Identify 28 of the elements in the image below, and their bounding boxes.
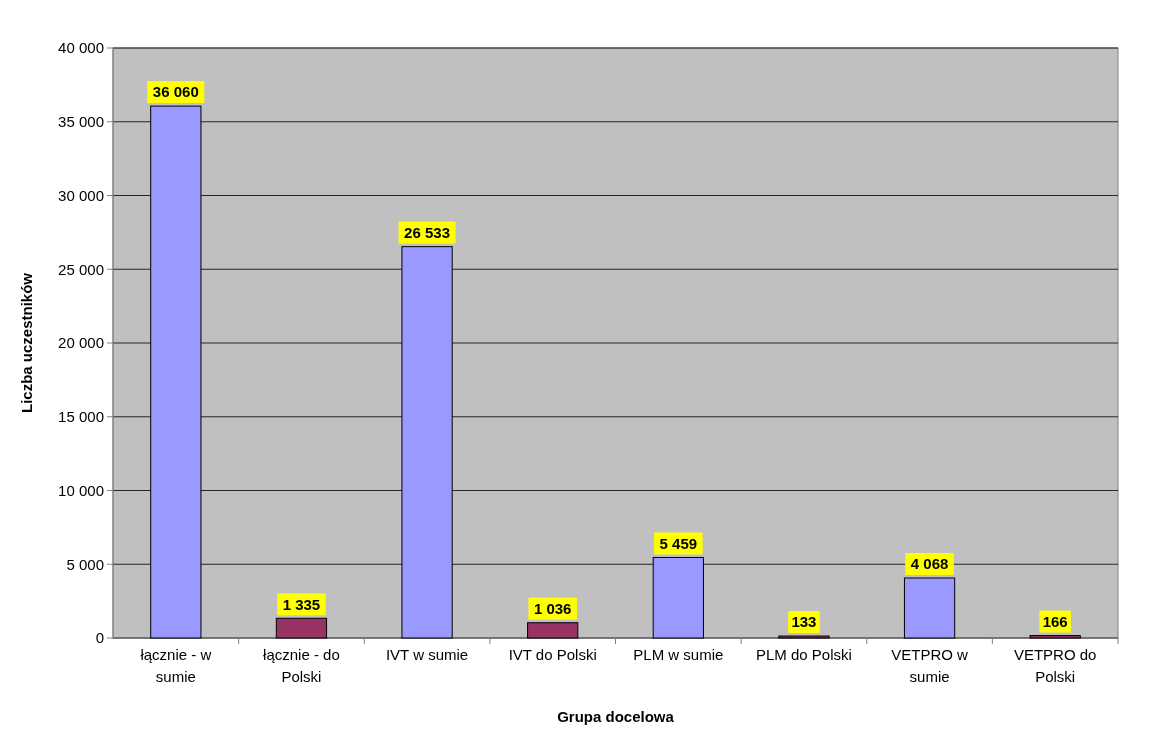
data-label: 1 036: [533, 599, 572, 617]
x-tick-label: PLM do Polski: [756, 646, 852, 663]
data-label: 4 068: [910, 555, 949, 573]
x-tick-label: IVT do Polski: [508, 646, 597, 663]
y-tick-label: 10 000: [58, 481, 104, 499]
x-axis-title: Grupa docelowa: [557, 708, 675, 725]
x-tick-label: VETPRO w sumie: [891, 646, 969, 685]
y-axis-title: Liczba uczestników: [18, 272, 35, 414]
x-tick-label: IVT w sumie: [385, 646, 469, 663]
y-tick-label: 30 000: [58, 186, 104, 204]
data-label: 26 533: [404, 223, 451, 241]
x-tick-label: łącznie - do Polski: [263, 646, 340, 685]
x-tick-label: VETPRO do Polski: [1013, 646, 1097, 685]
data-label: 133: [791, 613, 817, 631]
y-tick-label: 35 000: [58, 113, 104, 130]
y-tick-label: 0: [95, 629, 104, 647]
y-tick-label: 40 000: [58, 39, 104, 57]
x-tick-label: PLM w sumie: [633, 646, 724, 663]
data-label: 5 459: [659, 534, 698, 552]
x-tick-label: łącznie - w sumie: [140, 646, 212, 685]
y-tick-label: 20 000: [58, 334, 104, 352]
y-tick-label: 25 000: [58, 260, 104, 278]
data-label: 1 335: [282, 595, 321, 613]
bar: [1029, 635, 1081, 639]
y-tick-label: 15 000: [58, 408, 104, 425]
y-tick-label: 5 000: [66, 555, 104, 573]
data-label: 36 060: [152, 83, 199, 101]
data-label: 166: [1042, 612, 1068, 630]
